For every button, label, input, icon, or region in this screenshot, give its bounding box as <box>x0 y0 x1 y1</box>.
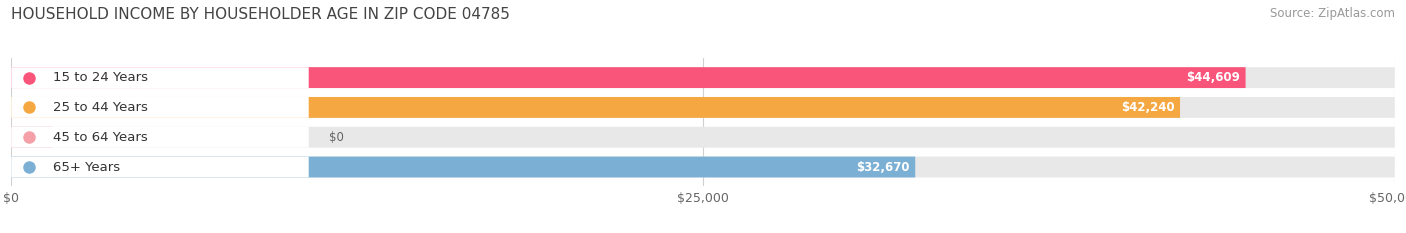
FancyBboxPatch shape <box>11 127 53 148</box>
FancyBboxPatch shape <box>11 127 1395 148</box>
Text: $0: $0 <box>329 131 344 144</box>
Text: $42,240: $42,240 <box>1121 101 1174 114</box>
Text: $32,670: $32,670 <box>856 161 910 174</box>
FancyBboxPatch shape <box>11 157 309 178</box>
FancyBboxPatch shape <box>11 97 309 118</box>
Text: $44,609: $44,609 <box>1187 71 1240 84</box>
FancyBboxPatch shape <box>11 157 915 178</box>
FancyBboxPatch shape <box>11 67 1246 88</box>
FancyBboxPatch shape <box>11 67 309 88</box>
Text: 65+ Years: 65+ Years <box>53 161 120 174</box>
Text: 25 to 44 Years: 25 to 44 Years <box>53 101 148 114</box>
FancyBboxPatch shape <box>11 67 1395 88</box>
FancyBboxPatch shape <box>11 97 1395 118</box>
FancyBboxPatch shape <box>11 127 309 148</box>
Text: Source: ZipAtlas.com: Source: ZipAtlas.com <box>1270 7 1395 20</box>
Text: HOUSEHOLD INCOME BY HOUSEHOLDER AGE IN ZIP CODE 04785: HOUSEHOLD INCOME BY HOUSEHOLDER AGE IN Z… <box>11 7 510 22</box>
FancyBboxPatch shape <box>11 157 1395 178</box>
Text: 15 to 24 Years: 15 to 24 Years <box>53 71 148 84</box>
FancyBboxPatch shape <box>11 97 1180 118</box>
Text: 45 to 64 Years: 45 to 64 Years <box>53 131 148 144</box>
